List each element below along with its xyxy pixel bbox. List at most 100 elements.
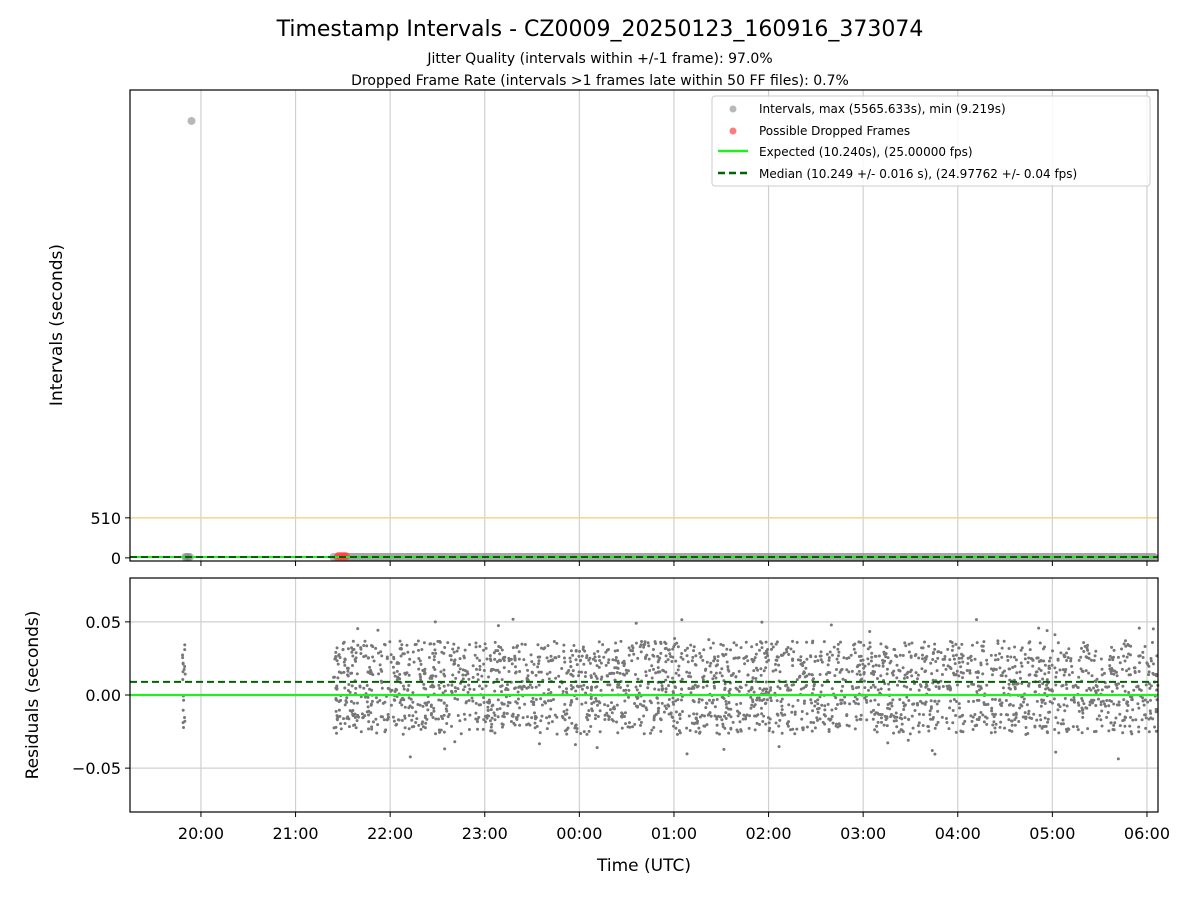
residual-point: [635, 688, 639, 692]
residual-point: [801, 664, 805, 668]
residual-point: [537, 659, 541, 663]
residual-point: [422, 682, 426, 686]
residual-point: [561, 690, 565, 694]
residual-point: [540, 714, 544, 718]
residual-point: [578, 659, 582, 663]
residual-point: [879, 674, 883, 678]
residual-point: [951, 721, 955, 725]
residual-point: [968, 669, 972, 673]
residual-point: [683, 648, 687, 652]
residual-point: [1081, 699, 1085, 703]
residual-point: [355, 719, 359, 723]
residual-point: [957, 646, 961, 650]
residual-point: [398, 701, 402, 705]
residual-point: [889, 659, 893, 663]
residual-point: [644, 670, 648, 674]
residual-point: [547, 677, 551, 681]
residual-point: [545, 672, 549, 676]
residual-point: [923, 670, 927, 674]
residual-point: [643, 656, 647, 660]
residual-point: [1154, 710, 1158, 714]
residual-point: [968, 671, 972, 675]
residual-point: [1035, 699, 1039, 703]
residual-point: [477, 703, 481, 707]
residual-point: [1112, 672, 1116, 676]
residual-point: [715, 697, 719, 701]
residual-point: [657, 706, 661, 710]
residual-point: [910, 674, 914, 678]
residual-point: [569, 699, 573, 703]
residual-point: [625, 671, 629, 675]
residual-point: [1030, 716, 1034, 720]
residual-point: [727, 731, 731, 735]
residual-point: [562, 709, 566, 713]
residual-point: [994, 653, 998, 657]
residual-point: [1046, 686, 1050, 690]
residual-point: [799, 655, 803, 659]
residual-point: [811, 639, 815, 643]
residual-point: [1147, 673, 1151, 677]
residual-point: [820, 660, 824, 664]
residual-point: [537, 662, 541, 666]
residual-point: [713, 705, 717, 709]
residual-point: [1064, 651, 1068, 655]
residual-point: [917, 656, 921, 660]
residual-point: [609, 701, 613, 705]
residual-point: [1017, 720, 1021, 724]
residual-point: [859, 713, 863, 717]
residual-point: [1099, 700, 1103, 704]
residual-point: [591, 657, 595, 661]
residual-point: [689, 675, 693, 679]
residual-point: [982, 640, 986, 644]
residual-point: [426, 708, 430, 712]
residual-point: [827, 656, 831, 660]
residual-point: [793, 710, 797, 714]
residual-point: [985, 683, 989, 687]
residual-point: [895, 676, 899, 680]
residual-point: [1010, 723, 1014, 727]
residual-point: [839, 698, 843, 702]
residual-point: [925, 655, 929, 659]
residual-point: [664, 707, 668, 711]
residual-point: [866, 657, 870, 661]
residual-point: [998, 725, 1002, 729]
residual-point: [450, 683, 454, 687]
residual-point: [929, 699, 933, 703]
residual-point: [764, 690, 768, 694]
residual-point: [594, 659, 598, 663]
residual-point: [637, 717, 641, 721]
residual-point: [759, 673, 763, 677]
residual-point: [363, 714, 367, 718]
residual-point: [1110, 645, 1114, 649]
residual-point: [474, 641, 478, 645]
residual-point: [990, 706, 994, 710]
residual-point: [522, 658, 526, 662]
residual-point: [482, 701, 486, 705]
residual-point: [475, 667, 479, 671]
residual-point: [896, 683, 900, 687]
residual-point: [701, 678, 705, 682]
residual-point: [1144, 716, 1148, 720]
residual-point: [433, 668, 437, 672]
residual-point: [595, 685, 599, 689]
residual-point: [654, 671, 658, 675]
residual-point: [432, 685, 436, 689]
residual-point: [936, 709, 940, 713]
residual-point: [470, 696, 474, 700]
residual-point: [606, 647, 610, 651]
residual-point: [927, 644, 931, 648]
residual-point: [649, 731, 653, 735]
residual-point: [566, 670, 570, 674]
residual-point: [461, 673, 465, 677]
residual-point: [597, 640, 601, 644]
legend-marker-intervals: [729, 105, 737, 113]
residual-point: [716, 659, 720, 663]
residual-point: [1121, 719, 1125, 723]
residual-point: [989, 731, 993, 735]
residual-point: [1151, 717, 1155, 721]
residual-point: [1072, 698, 1076, 702]
residual-point: [622, 689, 626, 693]
residual-point: [1130, 732, 1134, 736]
residual-point: [981, 644, 985, 648]
residual-point: [639, 723, 643, 727]
